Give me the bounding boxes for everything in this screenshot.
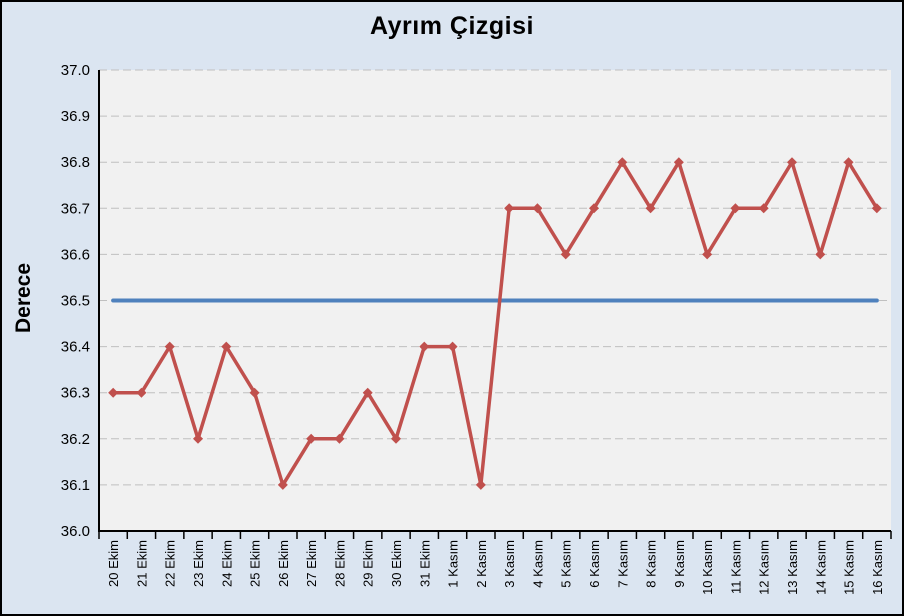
x-tick-label: 30 Ekim (389, 540, 404, 587)
data-point-marker (871, 203, 882, 214)
y-tick-label: 36.1 (61, 477, 90, 494)
y-tick-label: 36.0 (61, 523, 90, 540)
y-tick-label: 36.7 (61, 200, 90, 217)
x-tick-label: 16 Kasım (870, 540, 885, 595)
data-point-marker (221, 341, 232, 352)
x-tick-label: 2 Kasım (474, 540, 489, 588)
data-point-marker (758, 203, 769, 214)
x-tick-label: 15 Kasım (842, 540, 857, 595)
data-point-marker (560, 249, 571, 260)
x-tick-label: 1 Kasım (446, 540, 461, 588)
data-point-marker (164, 341, 175, 352)
data-point-marker (108, 387, 119, 398)
x-tick-label: 14 Kasım (813, 540, 828, 595)
x-tick-label: 29 Ekim (361, 540, 376, 587)
chart-title: Ayrım Çizgisi (370, 12, 534, 40)
data-point-marker (249, 387, 260, 398)
x-tick-label: 20 Ekim (106, 540, 121, 587)
data-point-marker (815, 249, 826, 260)
y-tick-label: 36.8 (61, 154, 90, 171)
y-tick-label: 36.2 (61, 431, 90, 448)
data-point-marker (504, 203, 515, 214)
data-point-marker (673, 157, 684, 168)
y-tick-label: 36.9 (61, 108, 90, 125)
y-tick-label: 36.6 (61, 246, 90, 263)
x-tick-label: 3 Kasım (502, 540, 517, 588)
x-tick-label: 7 Kasım (615, 540, 630, 588)
data-point-marker (391, 433, 401, 444)
data-point-marker (589, 203, 599, 214)
data-point-marker (645, 203, 656, 214)
x-tick-label: 21 Ekim (134, 540, 149, 587)
data-point-marker (334, 433, 345, 444)
data-point-marker (193, 433, 203, 444)
x-tick-label: 6 Kasım (587, 540, 602, 588)
x-tick-label: 4 Kasım (530, 540, 545, 588)
y-tick-label: 36.3 (61, 385, 90, 402)
x-tick-label: 27 Ekim (304, 540, 319, 587)
data-point-marker (532, 203, 543, 214)
x-tick-label: 23 Ekim (191, 540, 206, 587)
y-tick-label: 37.0 (61, 62, 90, 79)
x-tick-label: 13 Kasım (785, 540, 800, 595)
data-point-marker (419, 341, 430, 352)
x-tick-label: 24 Ekim (219, 540, 234, 587)
data-point-marker (362, 387, 373, 398)
data-point-marker (843, 157, 854, 168)
y-tick-label: 36.5 (61, 293, 90, 310)
data-point-marker (475, 479, 486, 490)
y-tick-label: 36.4 (61, 339, 90, 356)
data-point-marker (730, 203, 741, 214)
x-tick-label: 22 Ekim (163, 540, 178, 587)
data-point-marker (136, 387, 147, 398)
x-tick-label: 31 Ekim (417, 540, 432, 587)
x-tick-label: 25 Ekim (248, 540, 263, 587)
data-point-marker (277, 479, 288, 490)
data-point-marker (702, 249, 713, 260)
x-tick-label: 26 Ekim (276, 540, 291, 587)
x-tick-label: 10 Kasım (700, 540, 715, 595)
data-point-marker (447, 341, 458, 352)
data-point-marker (617, 157, 628, 168)
x-tick-label: 9 Kasım (672, 540, 687, 588)
x-tick-label: 8 Kasım (644, 540, 659, 588)
x-tick-label: 11 Kasım (728, 540, 743, 594)
data-point-marker (306, 433, 317, 444)
x-tick-label: 5 Kasım (559, 540, 574, 588)
derece-series-polyline (111, 160, 879, 487)
x-tick-label: 28 Ekim (332, 540, 347, 587)
data-point-marker (787, 157, 797, 168)
x-tick-label: 12 Kasım (757, 540, 772, 595)
